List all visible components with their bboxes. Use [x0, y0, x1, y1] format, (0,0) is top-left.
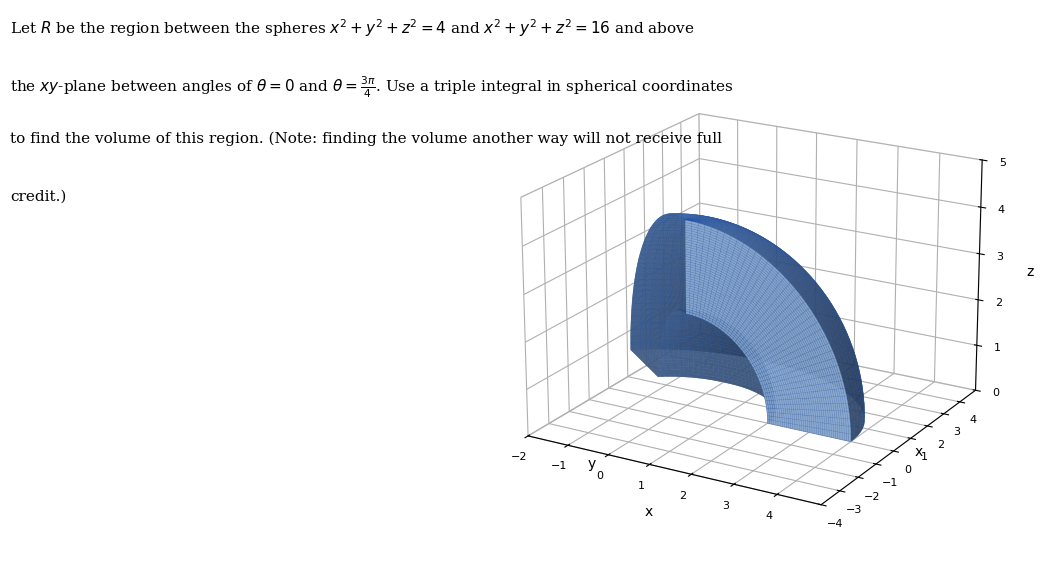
- Text: the $xy$-plane between angles of $\theta = 0$ and $\theta = \frac{3\pi}{4}$. Use: the $xy$-plane between angles of $\theta…: [10, 75, 734, 100]
- Text: Let $R$ be the region between the spheres $x^2 + y^2 + z^2 = 4$ and $x^2 + y^2 +: Let $R$ be the region between the sphere…: [10, 17, 695, 39]
- Text: credit.): credit.): [10, 189, 67, 203]
- X-axis label: x: x: [645, 505, 653, 519]
- Text: to find the volume of this region. (Note: finding the volume another way will no: to find the volume of this region. (Note…: [10, 132, 722, 146]
